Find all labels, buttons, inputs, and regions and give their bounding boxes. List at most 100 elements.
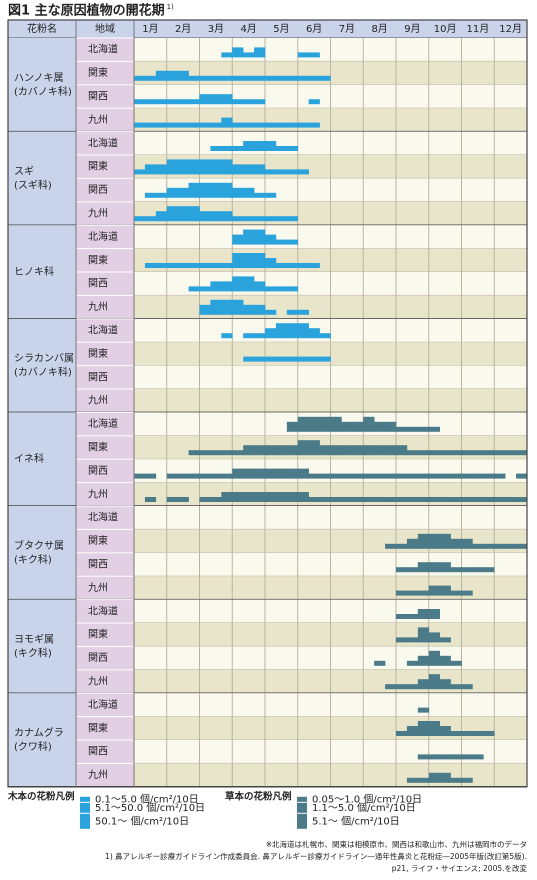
plant-name: シラカンバ属 [14,353,74,365]
pollen-bar [308,328,320,339]
pollen-bar [232,450,244,456]
pollen-bar [177,263,189,268]
pollen-bar [243,276,255,292]
region-name: 関東 [88,721,108,734]
pollen-bar [210,75,222,81]
pollen-bar [417,754,430,760]
pollen-bar [166,497,178,502]
region-name: 北海道 [88,511,118,524]
pollen-bar [297,440,309,456]
pollen-bar [428,609,440,619]
pollen-bar [166,206,178,222]
pollen-bar [286,445,299,456]
pollen-bar [472,473,484,479]
pollen-bar [177,497,189,502]
pollen-bar [450,684,462,690]
pollen-bar [406,426,419,432]
pollen-bar [319,497,331,502]
plant-name: スギ [14,165,34,177]
plant-cell [8,693,76,787]
region-name: 九州 [88,208,108,220]
pollen-bar [254,281,266,292]
pollen-bar [210,299,222,315]
pollen-bar [286,263,299,268]
header-month: 2月 [175,23,191,35]
pollen-bar [265,122,277,128]
pollen-bar [297,309,309,315]
pollen-bar [330,416,342,432]
pollen-bar [265,75,277,81]
pollen-bar [417,655,430,666]
pollen-bar [428,754,440,760]
note: 1) 鼻アレルギー診療ガイドライン作成委員会. 鼻アレルギー診療ガイドライン―通… [105,851,527,861]
region-name: 関東 [88,628,108,641]
pollen-bar [243,164,255,175]
region-name: 関東 [88,66,108,79]
pollen-bar [286,309,299,315]
pollen-bar [417,627,430,643]
pollen-bar [439,772,451,783]
pollen-bar [166,159,178,175]
pollen-bar [221,263,233,268]
pollen-bar [265,468,277,479]
region-name: 北海道 [88,417,118,430]
pollen-bar [210,122,222,128]
pollen-bar [428,473,440,479]
pollen-bar [232,299,244,315]
region-name: 九州 [88,676,108,688]
pollen-bar [199,122,211,128]
pollen-bar [417,473,430,479]
pollen-bar [406,660,419,666]
pollen-bar [265,192,277,198]
pollen-bar [275,146,288,151]
pollen-bar [188,99,200,105]
pollen-bar [297,356,309,362]
pollen-bar [385,684,397,690]
pollen-bar [199,263,211,268]
pollen-bar [243,468,255,479]
legend-swatch [297,813,307,829]
pollen-bar [155,122,168,128]
pollen-bar [396,543,408,549]
pollen-bar [166,473,178,479]
pollen-bar [396,426,408,432]
plant-cell [8,225,76,319]
pollen-bar [428,426,440,432]
legend-label: 0.05～1.0 個/cm²/10日 [312,792,422,805]
pollen-bar [428,674,440,690]
pollen-bar [417,497,430,502]
pollen-bar [417,590,430,596]
pollen-bar [254,75,266,81]
plant-name: ヒノキ科 [14,265,54,278]
pollen-bar [341,497,353,502]
pollen-bar [417,562,430,573]
plant-name: カナムグラ [14,726,64,739]
plant-cell [8,318,76,413]
region-name: 九州 [88,582,108,594]
pollen-bar [265,234,277,245]
pollen-bar [275,356,288,362]
pollen-bar [286,421,299,432]
pollen-bar [286,216,299,222]
pollen-bar [243,445,255,456]
pollen-bar [210,159,222,175]
pollen-bar [330,445,342,456]
pollen-bar [396,637,408,643]
pollen-bar [166,70,178,81]
legend-swatch [297,802,307,813]
pollen-bar [461,473,473,479]
pollen-bar [286,75,299,81]
pollen-bar [243,492,255,502]
pollen-bar [275,75,288,81]
pollen-bar [483,450,495,456]
pollen-bar [199,211,211,222]
pollen-bar [406,473,419,479]
pollen-bar [385,473,397,479]
region-name: 関西 [88,746,108,758]
pollen-bar [308,75,320,81]
pollen-bar [450,538,462,549]
region-name: 九州 [88,395,108,407]
pollen-bar [505,497,517,502]
pollen-bar [406,684,419,690]
pollen-bar [483,731,495,736]
